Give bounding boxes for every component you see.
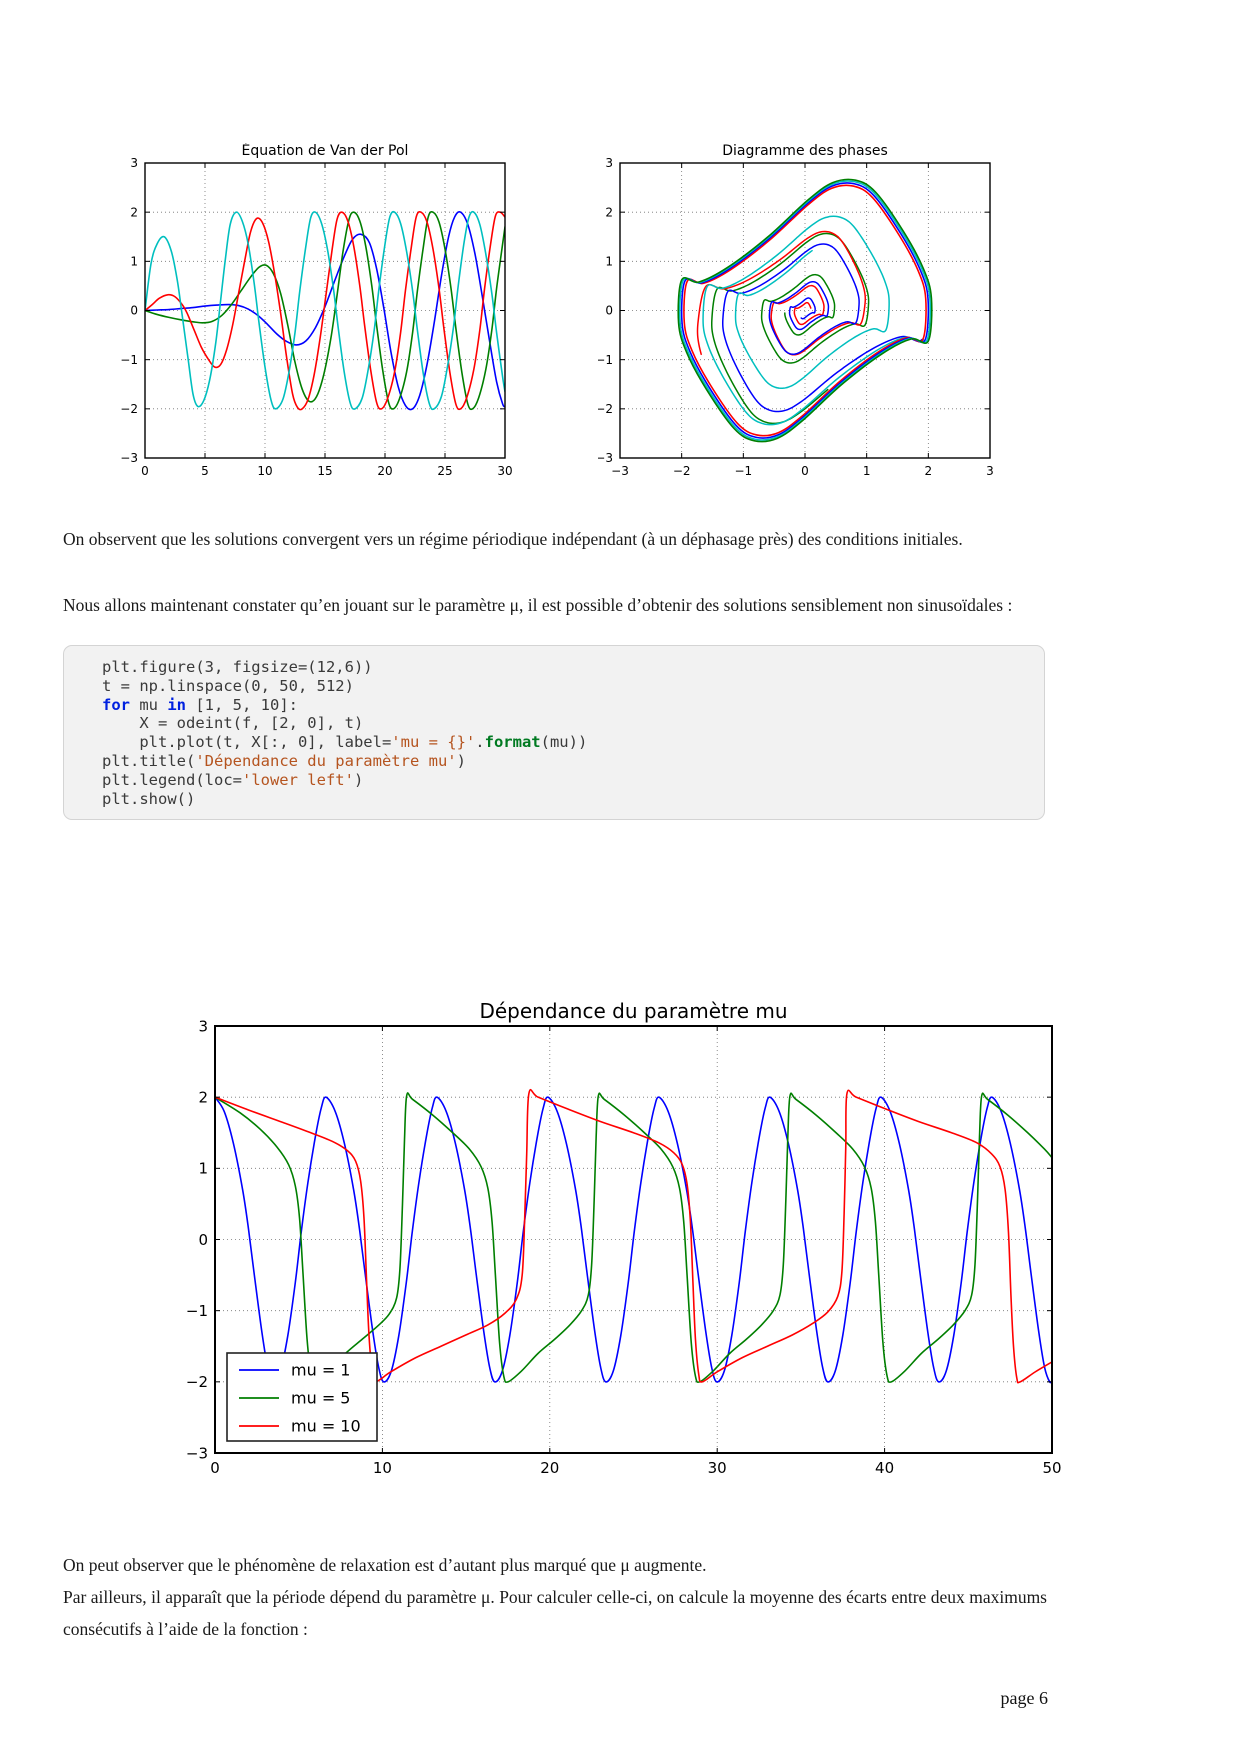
paragraph-relaxation: On peut observer que le phénomène de rel… [63,1555,707,1575]
y-tick-label: 3 [198,1017,208,1035]
ticks [619,162,991,459]
vdp-time-chart: 0 5 10 15 20 25 30 3 2 1 0 −1 −2 −3 Équation de Van de… [100,143,530,483]
x-tick-label: 20 [540,1459,559,1477]
series-mu-5 [215,1092,1052,1383]
x-tick-label: 3 [986,464,994,478]
code-line: t = np.linspace(0, 50, 512) [102,676,354,695]
y-tick-label: −2 [120,402,138,416]
series-solution-ic4 [145,210,505,411]
mu-dependence-chart: 0 10 20 30 40 50 3 2 1 0 −1 −2 −3 Dépendance du param… [178,993,1078,1498]
x-tick-label: 0 [210,1459,220,1477]
y-tick-label: 3 [130,156,138,170]
series-solution-ic3 [145,210,505,411]
x-tick-label: 25 [437,464,452,478]
legend-label: mu = 5 [291,1389,350,1408]
x-tick-label: 15 [317,464,332,478]
y-tick-label: 1 [605,255,613,269]
paragraph-convergence: On observent que les solutions convergen… [63,529,963,549]
paragraph-mu-intro: Nous allons maintenant constater qu’en j… [63,595,1013,615]
x-tick-label: 1 [863,464,871,478]
page-number: page 6 [1000,1688,1048,1708]
y-tick-label: −1 [186,1302,208,1320]
x-tick-label: 5 [201,464,209,478]
phase-diagram-chart: −3 −2 −1 0 1 2 3 3 2 1 0 −1 −2 −3 Diagramme des phases [598,143,1028,483]
y-tick-label: 0 [198,1231,208,1249]
tick-labels: −3 −2 −1 0 1 2 3 3 2 1 0 −1 −2 −3 [598,156,994,478]
legend: mu = 1 mu = 5 mu = 10 [226,1352,378,1442]
y-tick-label: 1 [130,255,138,269]
paragraph-period: Par ailleurs, il apparaît que la période… [63,1587,1047,1639]
y-tick-label: −3 [186,1444,208,1462]
x-tick-label: −3 [611,464,629,478]
code-line: plt.figure(3, figsize=(12,6)) [102,658,373,676]
code-line: plt.title('Dépendance du paramètre mu') [102,751,466,770]
y-tick-label: 2 [130,205,138,219]
x-tick-label: 20 [377,464,392,478]
y-tick-label: 0 [605,304,613,318]
x-tick-label: 50 [1042,1459,1061,1477]
series-mu-1 [215,1096,1052,1384]
phase-spiral-green [710,232,870,425]
code-line: X = odeint(f, [2, 0], t) [102,714,364,733]
x-tick-label: 30 [708,1459,727,1477]
limit-cycle-green [677,178,933,443]
y-tick-label: −2 [186,1373,208,1391]
ticks [144,162,506,459]
limit-cycle-red [683,184,927,437]
x-tick-label: 10 [373,1459,392,1477]
phase-spiral-cyan [702,215,925,426]
phase-spiral-red [696,230,867,356]
series [677,178,933,443]
code-line: for mu in [1, 5, 10]: [102,695,298,714]
code-line: plt.legend(loc='lower left') [102,770,364,789]
y-tick-label: −3 [598,451,613,465]
chart-title: Dépendance du paramètre mu [479,999,787,1023]
x-tick-label: 40 [875,1459,894,1477]
phase-spiral-blue [721,243,923,413]
x-tick-label: 0 [801,464,809,478]
limit-cycle-cyan [678,180,932,441]
code-line: plt.show() [102,789,196,808]
chart-title: Diagramme des phases [722,143,888,159]
grid [145,163,505,458]
limit-cycle-blue [680,182,930,439]
series-solution-ic1 [145,211,505,411]
x-tick-label: 30 [497,464,512,478]
y-tick-label: −2 [598,402,613,416]
series [145,210,505,411]
y-tick-label: 0 [130,304,138,318]
code-line: plt.plot(t, X[:, 0], label='mu = {}'.for… [102,733,588,752]
y-tick-label: −1 [120,353,138,367]
x-tick-label: −1 [734,464,752,478]
x-tick-label: 10 [257,464,272,478]
y-tick-label: 2 [198,1088,208,1106]
chart-title: Équation de Van der Pol [242,143,409,159]
y-tick-label: −3 [120,451,138,465]
legend-label: mu = 1 [291,1361,350,1380]
x-tick-label: 0 [141,464,149,478]
y-tick-label: 3 [605,156,613,170]
code-block: plt.figure(3, figsize=(12,6)) t = np.lins… [63,645,1045,820]
x-tick-label: 2 [925,464,933,478]
y-tick-label: 1 [198,1160,208,1178]
x-tick-label: −2 [673,464,691,478]
y-tick-label: 2 [605,205,613,219]
legend-label: mu = 10 [291,1417,361,1436]
y-tick-label: −1 [598,353,613,367]
series-mu-10 [215,1089,1052,1384]
ticks [214,1025,1053,1454]
series [215,1089,1052,1384]
